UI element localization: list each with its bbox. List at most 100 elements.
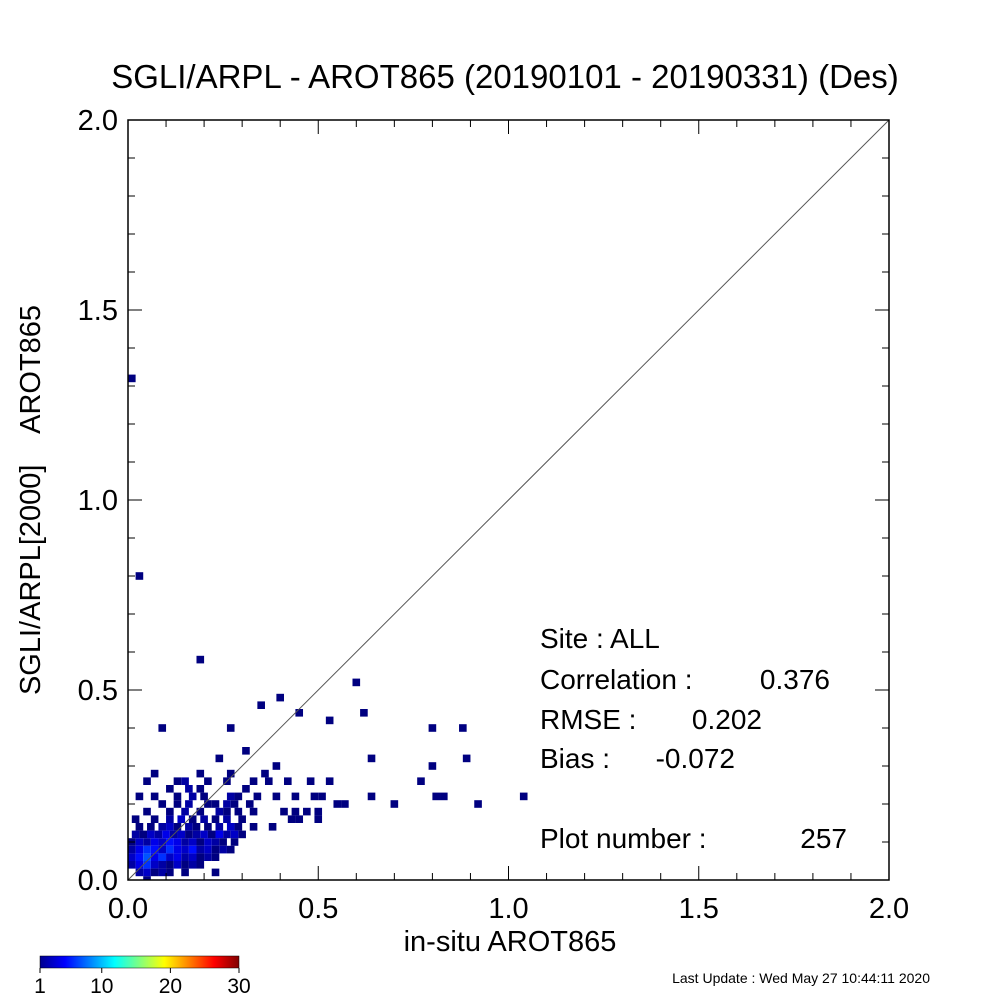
- density-cell: [242, 747, 250, 755]
- density-cell: [188, 853, 197, 861]
- density-cell: [185, 785, 193, 793]
- density-cell: [147, 823, 155, 831]
- density-cell: [360, 709, 368, 717]
- density-cell: [204, 777, 212, 785]
- density-cell: [245, 800, 254, 808]
- density-cell: [303, 807, 311, 816]
- density-cell: [181, 853, 189, 861]
- density-cell: [196, 853, 205, 861]
- density-cell: [257, 701, 265, 709]
- density-cell: [196, 785, 205, 793]
- density-cell: [131, 815, 140, 823]
- density-cell: [200, 792, 208, 801]
- density-cell: [166, 868, 174, 877]
- density-cell: [204, 800, 212, 808]
- density-cell: [230, 838, 239, 846]
- density-cell: [204, 845, 212, 854]
- density-cell: [173, 777, 182, 785]
- density-cell: [158, 861, 167, 869]
- one-to-one-line: [127, 119, 890, 881]
- density-cell: [188, 815, 197, 823]
- stat-correlation-label: Correlation :: [540, 664, 693, 695]
- density-cell: [150, 868, 159, 877]
- density-cell: [143, 853, 151, 861]
- density-cell: [128, 861, 136, 869]
- density-cell: [135, 853, 144, 861]
- stat-rmse-value: 0.202: [692, 704, 762, 735]
- density-cell: [462, 754, 471, 763]
- density-cell: [341, 800, 349, 808]
- stat-rmse-label: RMSE :: [540, 704, 636, 735]
- stats-box: Site : ALL Correlation : 0.376 RMSE : 0.…: [540, 623, 847, 854]
- density-cell: [223, 807, 231, 816]
- density-cell: [204, 853, 212, 861]
- density-cell: [181, 845, 189, 854]
- density-cell: [196, 769, 205, 778]
- density-cell: [158, 823, 167, 831]
- density-cell: [223, 830, 231, 839]
- density-cell: [143, 777, 151, 785]
- density-cell: [158, 845, 167, 854]
- density-cell: [428, 724, 437, 732]
- density-cell: [276, 693, 285, 702]
- density-cell: [173, 792, 182, 801]
- density-cell: [188, 845, 197, 854]
- density-cell: [188, 861, 197, 869]
- density-cell: [234, 807, 243, 816]
- density-cell: [173, 845, 182, 854]
- density-cell: [272, 792, 281, 801]
- density-cell: [367, 792, 376, 801]
- last-update-text: Last Update : Wed May 27 10:44:11 2020: [672, 970, 930, 986]
- density-cell: [188, 838, 197, 846]
- density-cell: [147, 830, 155, 839]
- density-cell: [166, 815, 174, 823]
- density-cell: [158, 838, 167, 846]
- density-cell: [440, 792, 448, 801]
- density-cell: [173, 800, 182, 808]
- y-tick-label: 1.5: [78, 295, 118, 327]
- y-tick-label: 0.5: [78, 675, 118, 707]
- density-cell: [200, 830, 208, 839]
- density-cell: [223, 815, 231, 823]
- density-cell: [158, 853, 167, 861]
- density-cell: [173, 853, 182, 861]
- density-cell: [192, 830, 201, 839]
- density-cell: [173, 823, 182, 831]
- density-cell: [249, 777, 258, 785]
- density-cell: [428, 762, 437, 770]
- density-cell: [192, 823, 201, 831]
- x-tick-label: 0.0: [108, 893, 148, 925]
- density-cell: [166, 807, 174, 816]
- density-cell: [166, 845, 174, 854]
- density-cell: [181, 838, 189, 846]
- density-cell: [230, 800, 239, 808]
- x-tick-label: 1.0: [488, 893, 528, 925]
- colorbar: [39, 955, 240, 969]
- density-cell: [219, 845, 227, 854]
- x-tick-label: 0.5: [298, 893, 338, 925]
- density-cell: [150, 769, 159, 778]
- density-cell: [417, 777, 425, 785]
- density-cell: [219, 838, 227, 846]
- density-cell: [204, 823, 212, 831]
- density-cell: [226, 823, 235, 831]
- density-cell: [211, 815, 220, 823]
- density-cell: [185, 823, 193, 831]
- density-cell: [280, 807, 288, 816]
- density-cell: [215, 754, 224, 763]
- density-cell: [166, 861, 174, 869]
- stat-site: Site : ALL: [540, 623, 660, 654]
- density-cell: [211, 853, 220, 861]
- y-tick-label: 0.0: [78, 865, 118, 897]
- x-tick-label: 2.0: [869, 893, 909, 925]
- density-cell: [196, 807, 205, 816]
- density-cell: [459, 724, 467, 732]
- density-cell: [181, 868, 189, 877]
- density-cell: [135, 845, 144, 854]
- density-cell: [143, 838, 151, 846]
- density-cell: [158, 800, 167, 808]
- density-cell: [143, 845, 151, 854]
- density-cell: [188, 792, 197, 801]
- density-cell: [181, 777, 189, 785]
